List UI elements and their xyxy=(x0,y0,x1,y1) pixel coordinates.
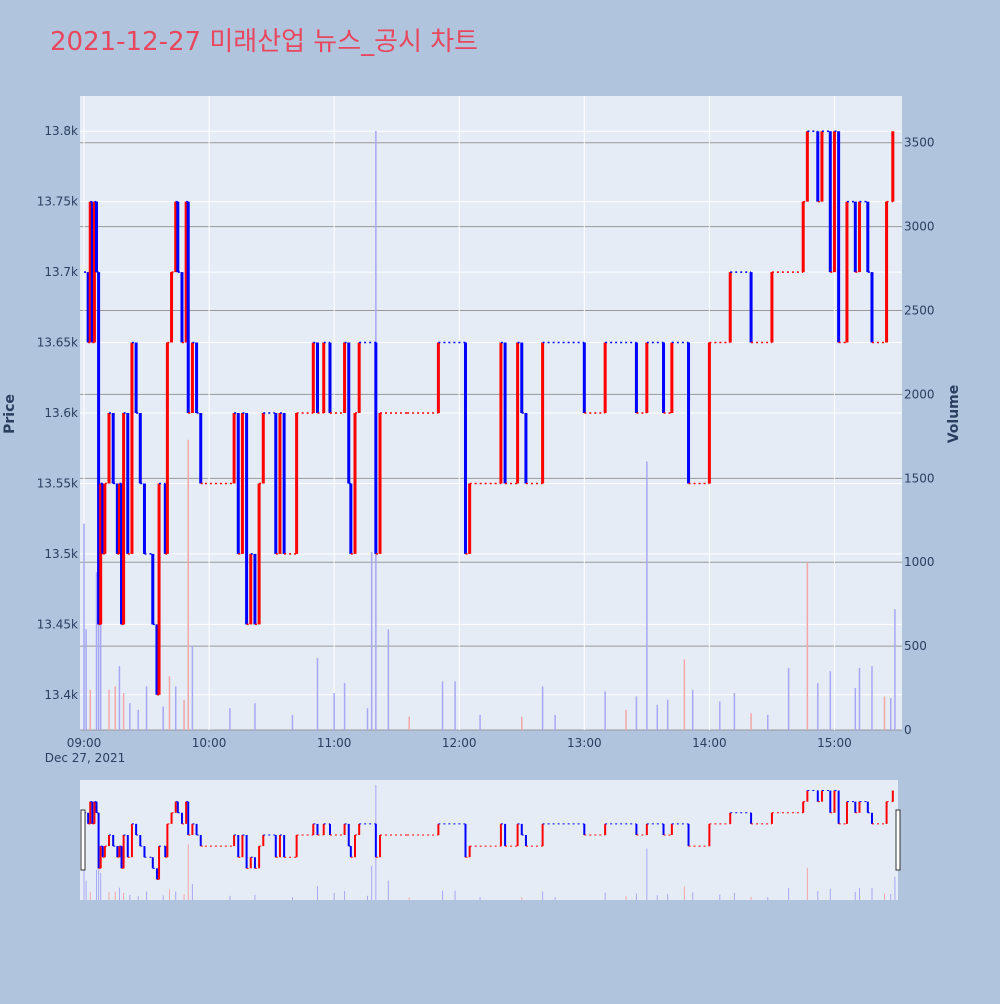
y2-tick-label: 2000 xyxy=(904,387,935,401)
y2-tick-label: 2500 xyxy=(904,304,935,318)
y-axis-title: Price xyxy=(2,394,18,434)
y-tick-label: 13.6k xyxy=(44,406,78,420)
y-tick-label: 13.45k xyxy=(37,617,78,631)
y-tick-label: 13.65k xyxy=(37,336,78,350)
x-tick-label: 13:00 xyxy=(567,736,602,750)
y-axis-ticks: 13.4k 13.45k 13.5k 13.55k 13.6k 13.65k 13.7k 13… xyxy=(37,124,78,702)
y2-tick-label: 500 xyxy=(904,639,927,653)
y-tick-label: 13.8k xyxy=(44,124,78,138)
y-tick-label: 13.75k xyxy=(37,195,78,209)
chart-title: 2021-12-27 미래산업 뉴스_공시 차트 xyxy=(50,27,478,57)
x-tick-label: 11:00 xyxy=(317,736,352,750)
y-tick-label: 13.55k xyxy=(37,476,78,490)
x-tick-label: 12:00 xyxy=(442,736,477,750)
volume-bars xyxy=(83,131,896,730)
range-slider-left-handle[interactable] xyxy=(80,809,86,871)
y2-tick-label: 0 xyxy=(904,723,912,737)
y2-axis-ticks: 0 500 1000 1500 2000 2500 3000 3500 xyxy=(904,136,935,737)
x-axis-date-label: Dec 27, 2021 xyxy=(45,751,125,765)
range-slider-right-handle[interactable] xyxy=(895,809,901,871)
range-slider[interactable] xyxy=(80,780,898,900)
x-tick-label: 09:00 xyxy=(67,736,102,750)
y2-tick-label: 3000 xyxy=(904,220,935,234)
x-tick-label: 15:00 xyxy=(817,736,852,750)
y-tick-label: 13.7k xyxy=(44,265,78,279)
range-slider-price xyxy=(84,790,894,880)
y-tick-label: 13.4k xyxy=(44,688,78,702)
x-axis-ticks: 09:00 10:00 11:00 12:00 13:00 14:00 15:00 xyxy=(67,736,852,750)
price-line xyxy=(84,130,895,696)
y-tick-label: 13.5k xyxy=(44,547,78,561)
y2-tick-label: 1500 xyxy=(904,471,935,485)
y2-axis-title: Volume xyxy=(946,385,962,444)
y2-tick-label: 3500 xyxy=(904,136,935,150)
x-tick-label: 10:00 xyxy=(192,736,227,750)
y2-tick-label: 1000 xyxy=(904,555,935,569)
x-tick-label: 14:00 xyxy=(692,736,727,750)
